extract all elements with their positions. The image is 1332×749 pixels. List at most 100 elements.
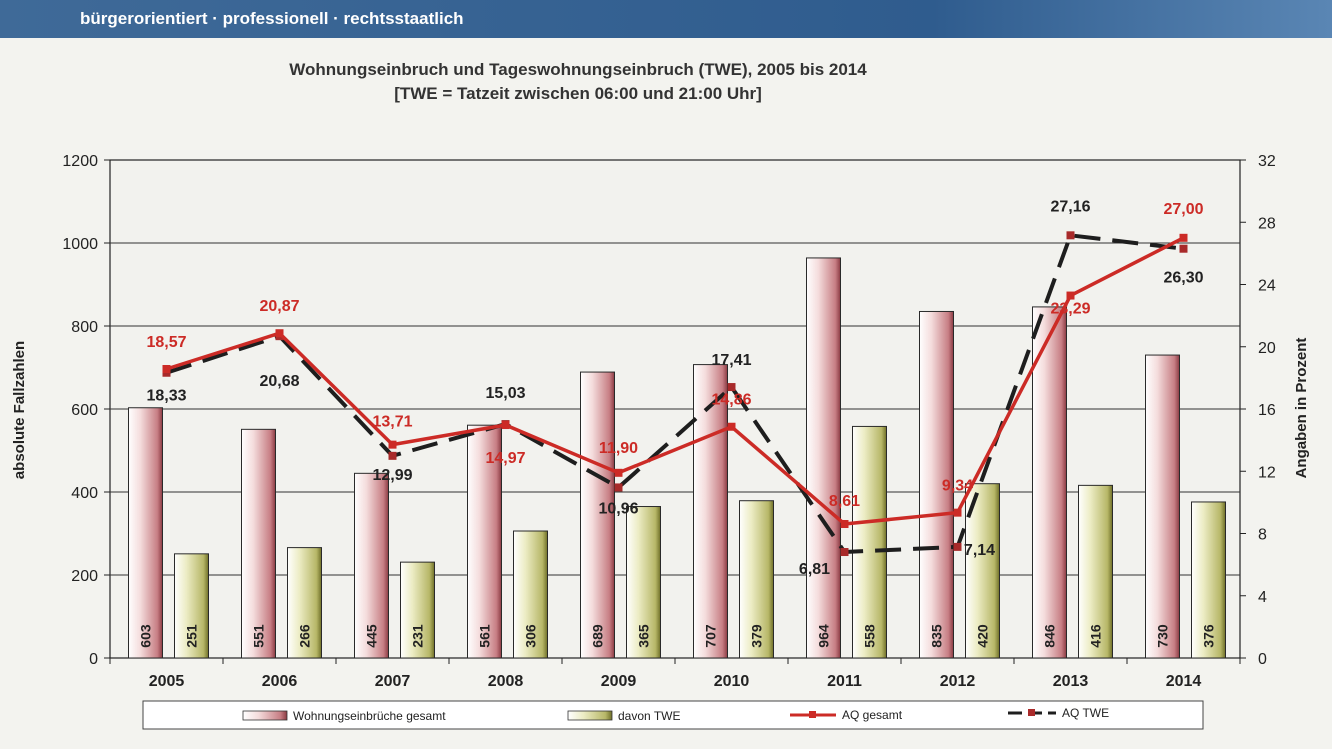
y-left-tick-label: 800 xyxy=(71,319,98,336)
legend-label-twe: davon TWE xyxy=(618,709,680,723)
legend-marker-aq-gesamt xyxy=(809,711,816,718)
x-tick-label: 2013 xyxy=(1053,673,1089,690)
point-aq-gesamt xyxy=(727,422,736,431)
bar-label-gesamt: 445 xyxy=(364,624,380,648)
line-aq-gesamt xyxy=(165,236,1185,526)
x-tick-label: 2007 xyxy=(375,673,411,690)
bar-gesamt xyxy=(1145,354,1180,659)
chart-subtitle: [TWE = Tatzeit zwischen 06:00 und 21:00 … xyxy=(394,84,762,103)
header-tagline: bürgerorientiert · professionell · recht… xyxy=(80,9,464,28)
bar-twe xyxy=(852,425,887,659)
header-band: bürgerorientiert · professionell · recht… xyxy=(0,0,1332,38)
bar-twe xyxy=(400,561,435,659)
line-aq-twe xyxy=(165,233,1184,555)
legend-box xyxy=(142,700,1204,730)
bar-label-gesamt: 689 xyxy=(590,624,606,648)
data-label-aq-gesamt: 23,29 xyxy=(1050,301,1090,318)
data-label-aq-twe: 17,41 xyxy=(711,352,751,369)
bar-label-twe: 365 xyxy=(636,624,652,648)
bar-label-gesamt: 835 xyxy=(929,624,945,648)
chart-title: Wohnungseinbruch und Tageswohnungseinbru… xyxy=(289,60,867,79)
point-aq-twe xyxy=(1066,231,1075,240)
bar-gesamt xyxy=(693,364,728,659)
point-aq-gesamt xyxy=(840,520,849,529)
bar-label-gesamt: 846 xyxy=(1042,624,1058,648)
point-aq-gesamt xyxy=(614,468,623,477)
point-aq-twe xyxy=(840,548,849,557)
point-aq-gesamt xyxy=(388,440,397,449)
x-tick-label: 2008 xyxy=(488,673,524,690)
y-right-axis-label: Angaben in Prozent xyxy=(1293,338,1310,479)
bar-label-gesamt: 707 xyxy=(703,624,719,648)
y-left-tick-label: 400 xyxy=(71,485,98,502)
bar-twe xyxy=(174,553,209,659)
bar-label-twe: 558 xyxy=(862,624,878,648)
bar-twe xyxy=(287,547,322,659)
y-right-tick-label: 28 xyxy=(1258,215,1276,232)
point-aq-gesamt xyxy=(1066,291,1075,300)
data-label-aq-gesamt: 14,86 xyxy=(711,392,751,409)
data-label-aq-twe: 12,99 xyxy=(372,467,412,484)
x-tick-label: 2006 xyxy=(262,673,298,690)
data-label-aq-twe: 20,68 xyxy=(259,373,299,390)
y-right-tick-label: 4 xyxy=(1258,589,1267,606)
bar-gesamt xyxy=(1032,306,1067,659)
x-tick-label: 2011 xyxy=(827,673,862,690)
y-left-axis-label: absolute Fallzahlen xyxy=(11,341,28,479)
legend-label-aq-twe: AQ TWE xyxy=(1062,706,1109,720)
legend-swatch-twe xyxy=(567,710,613,721)
data-label-aq-twe: 10,96 xyxy=(598,500,638,517)
point-aq-twe xyxy=(953,542,962,551)
data-label-aq-twe: 7,14 xyxy=(964,542,995,559)
data-label-aq-twe: 26,30 xyxy=(1163,270,1203,287)
bar-label-twe: 376 xyxy=(1201,624,1217,648)
y-right-tick-label: 16 xyxy=(1258,402,1276,419)
x-tick-label: 2010 xyxy=(714,673,750,690)
data-label-aq-gesamt: 11,90 xyxy=(599,440,638,457)
data-label-aq-twe: 6,81 xyxy=(799,561,830,578)
bar-label-gesamt: 964 xyxy=(816,624,832,648)
bar-label-twe: 251 xyxy=(184,624,200,648)
x-tick-label: 2014 xyxy=(1166,673,1202,690)
point-aq-gesamt xyxy=(162,365,171,374)
y-right-tick-label: 32 xyxy=(1258,153,1276,170)
y-left-tick-label: 600 xyxy=(71,402,98,419)
bar-gesamt xyxy=(580,371,615,659)
bar-label-gesamt: 730 xyxy=(1155,624,1171,648)
legend-marker-aq-twe xyxy=(1028,709,1035,716)
bar-gesamt xyxy=(128,407,163,659)
point-aq-gesamt xyxy=(275,329,284,338)
point-aq-twe xyxy=(614,483,623,492)
data-label-aq-gesamt: 20,87 xyxy=(259,298,299,315)
x-tick-label: 2009 xyxy=(601,673,637,690)
bar-twe xyxy=(1191,501,1226,659)
y-right-tick-label: 12 xyxy=(1258,464,1276,481)
data-label-aq-gesamt: 14,97 xyxy=(485,450,525,467)
bar-label-twe: 306 xyxy=(523,624,539,648)
x-tick-label: 2005 xyxy=(149,673,185,690)
point-aq-twe xyxy=(1179,244,1188,253)
bar-label-gesamt: 561 xyxy=(477,624,493,648)
legend: Wohnungseinbrüche gesamt davon TWE AQ ge… xyxy=(142,700,1204,730)
bar-label-gesamt: 551 xyxy=(251,624,267,648)
x-tick-label: 2012 xyxy=(940,673,976,690)
bar-twe xyxy=(739,500,774,659)
point-aq-twe xyxy=(388,451,397,460)
bar-twe xyxy=(1078,484,1113,659)
bar-gesamt xyxy=(919,310,954,659)
point-aq-twe xyxy=(727,383,736,392)
bar-twe xyxy=(513,530,548,659)
point-aq-gesamt xyxy=(501,421,510,430)
data-label-aq-gesamt: 27,00 xyxy=(1163,201,1203,218)
y-right-tick-label: 0 xyxy=(1258,651,1267,668)
data-label-aq-gesamt: 9,34 xyxy=(942,478,973,495)
bar-label-twe: 231 xyxy=(410,624,426,648)
data-label-aq-twe: 18,33 xyxy=(146,388,186,405)
bar-gesamt xyxy=(467,424,502,659)
bar-gesamt xyxy=(354,472,389,659)
data-label-aq-twe: 27,16 xyxy=(1050,198,1090,215)
point-aq-gesamt xyxy=(1179,233,1188,242)
legend-swatch-gesamt xyxy=(242,710,288,721)
bar-twe xyxy=(626,506,661,659)
data-label-aq-gesamt: 8,61 xyxy=(829,493,860,510)
